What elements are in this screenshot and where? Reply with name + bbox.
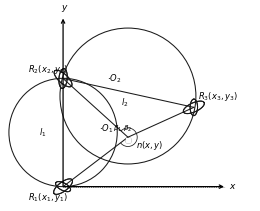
Text: $\cdot O_2$: $\cdot O_2$ xyxy=(107,72,122,85)
Bar xyxy=(126,138,129,142)
Text: $l_1$: $l_1$ xyxy=(39,126,46,139)
Text: $l_2$: $l_2$ xyxy=(121,97,128,110)
Text: $\beta_2$: $\beta_2$ xyxy=(123,124,133,134)
Text: $\beta_1$: $\beta_1$ xyxy=(113,124,122,134)
Text: $\cdot O_1$: $\cdot O_1$ xyxy=(99,123,114,135)
Text: $x$: $x$ xyxy=(229,182,237,191)
Text: $R_3(x_3,y_3)$: $R_3(x_3,y_3)$ xyxy=(198,90,238,103)
Text: $y$: $y$ xyxy=(61,3,69,14)
Text: $n(x,y)$: $n(x,y)$ xyxy=(136,139,164,152)
Text: $R_2(x_2,y_2)$: $R_2(x_2,y_2)$ xyxy=(28,64,68,76)
Bar xyxy=(126,138,130,142)
Text: $R_1(x_1,y_1)$: $R_1(x_1,y_1)$ xyxy=(28,191,68,204)
